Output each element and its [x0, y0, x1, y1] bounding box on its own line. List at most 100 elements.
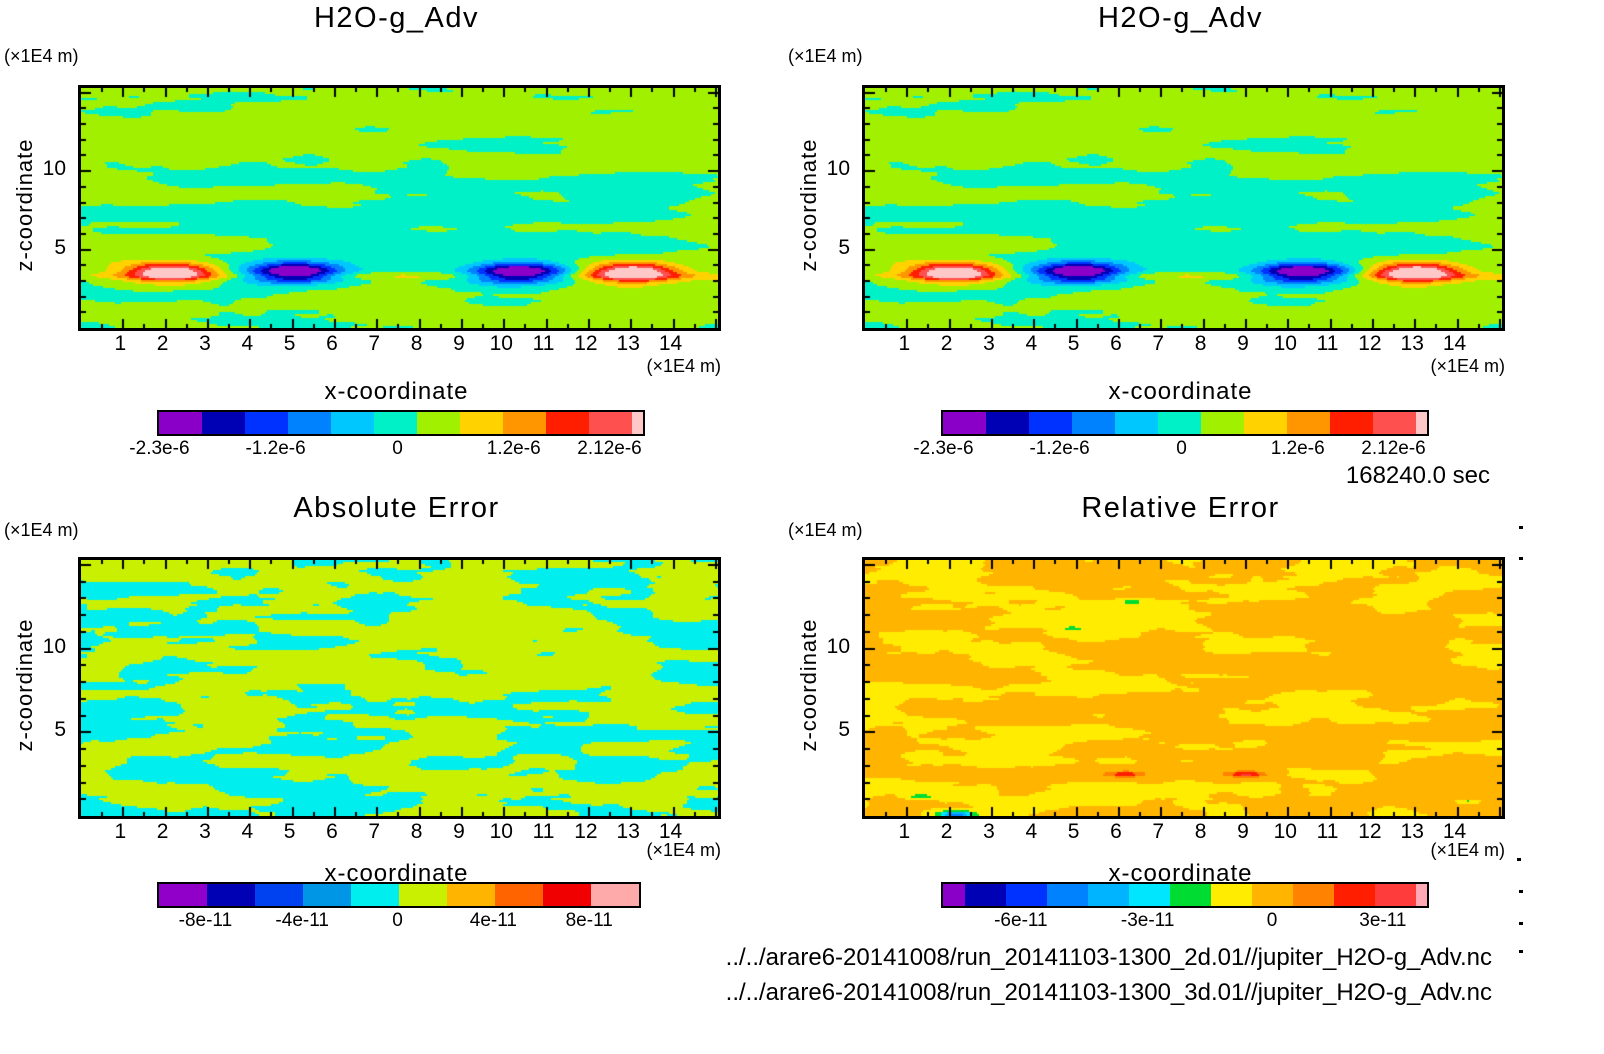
x-tick-label: 11	[532, 820, 555, 843]
panel-relative-error: Relative Error (×1E4 m) z-coordinate 5 10…	[784, 490, 1604, 1054]
x-tick-label: 12	[574, 332, 598, 355]
x-tick-label: 6	[326, 820, 338, 843]
colorbar-segment	[207, 884, 255, 906]
x-tick-labels: 1 2 3 4 5 6 7 8 9 10 11 12 13 14	[78, 820, 715, 844]
x-tick-label: 3	[983, 820, 995, 843]
colorbar	[157, 410, 645, 436]
colorbar-tick-label: -1.2e-6	[245, 438, 306, 459]
x-tick-label: 12	[574, 820, 598, 843]
colorbar-segment	[1287, 412, 1330, 434]
source-file-path-3d: ../../arare6-20141008/run_20141103-1300_…	[725, 979, 1492, 1006]
colorbar-tick-label: 1.2e-6	[1270, 438, 1325, 459]
x-tick-label: 9	[1237, 820, 1249, 843]
colorbar-segment	[1088, 884, 1129, 906]
colorbar-tick-label: 0	[392, 438, 403, 459]
colorbar-segment	[159, 884, 207, 906]
colorbar-tick-label: -6e-11	[994, 910, 1048, 931]
x-tick-label: 4	[1025, 332, 1038, 355]
y-tick-label: 5	[54, 718, 66, 742]
colorbar-segment	[1047, 884, 1088, 906]
x-tick-label: 5	[283, 332, 296, 355]
x-tick-label: 14	[1442, 332, 1467, 355]
colorbar-segment	[1330, 412, 1373, 434]
stray-tick-mark	[1519, 922, 1523, 925]
source-file-path-2d: ../../arare6-20141008/run_20141103-1300_…	[725, 944, 1492, 971]
y-tick-label: 5	[54, 235, 66, 259]
x-tick-label: 10	[489, 332, 513, 355]
colorbar-segment	[303, 884, 351, 906]
colorbar-tick-label: 3e-11	[1359, 910, 1407, 931]
colorbar-segment	[591, 884, 639, 906]
x-axis-unit: (×1E4 m)	[1430, 840, 1505, 860]
x-axis-label: x-coordinate	[324, 378, 469, 405]
stray-tick-mark	[1519, 890, 1523, 893]
y-tick-labels: 5 10	[32, 557, 68, 813]
x-axis-label: x-coordinate	[1108, 378, 1253, 405]
colorbar-segment	[1244, 412, 1287, 434]
colorbar-tick-label: -8e-11	[178, 910, 233, 931]
colorbar-tick-label: 1.2e-6	[486, 438, 541, 459]
colorbar-tick-label: 2.12e-6	[1361, 438, 1426, 459]
x-tick-label: 2	[156, 332, 169, 355]
colorbar-labels: -6e-11 -3e-11 0 3e-11	[941, 910, 1425, 932]
colorbar-segment	[503, 412, 546, 434]
y-axis-unit: (×1E4 m)	[4, 520, 79, 540]
x-tick-label: 9	[1237, 332, 1249, 355]
colorbar-tick-label: 8e-11	[565, 910, 613, 931]
colorbar-segment	[589, 412, 632, 434]
panel-absolute-error: Absolute Error (×1E4 m) z-coordinate 5 10…	[0, 490, 784, 1054]
colorbar-segment	[1072, 412, 1115, 434]
x-tick-label: 13	[616, 332, 640, 355]
colorbar-segment	[1375, 884, 1416, 906]
x-tick-label: 3	[199, 332, 211, 355]
x-tick-label: 8	[410, 820, 423, 843]
y-tick-label: 10	[42, 157, 66, 181]
colorbar-tick-label: -3e-11	[1120, 910, 1175, 931]
colorbar-segment	[943, 884, 965, 906]
contour-heatmap	[78, 85, 721, 331]
colorbar	[157, 882, 641, 908]
colorbar-segment	[460, 412, 503, 434]
x-tick-label: 1	[114, 332, 127, 355]
colorbar-tick-label: 4e-11	[469, 910, 517, 931]
colorbar-segment	[1252, 884, 1293, 906]
x-tick-label: 1	[898, 332, 911, 355]
colorbar-segment	[399, 884, 447, 906]
colorbar-segment	[1373, 412, 1416, 434]
colorbar-segment	[255, 884, 303, 906]
colorbar-segment	[986, 412, 1029, 434]
x-tick-label: 13	[616, 820, 640, 843]
x-tick-label: 2	[940, 332, 953, 355]
x-tick-labels: 1 2 3 4 5 6 7 8 9 10 11 12 13 14	[78, 332, 715, 356]
x-tick-label: 2	[156, 820, 169, 843]
x-tick-label: 1	[114, 820, 127, 843]
x-axis-unit: (×1E4 m)	[646, 356, 721, 376]
y-tick-label: 5	[838, 718, 850, 742]
colorbar-tick-label: 0	[1266, 910, 1278, 931]
x-tick-label: 5	[1067, 332, 1080, 355]
x-tick-label: 8	[1194, 820, 1207, 843]
panel-title: Absolute Error	[293, 492, 500, 524]
y-tick-label: 5	[838, 235, 850, 259]
x-tick-label: 6	[1110, 332, 1122, 355]
colorbar-tick-label: -1.2e-6	[1029, 438, 1090, 459]
x-tick-label: 4	[241, 332, 254, 355]
x-tick-label: 3	[199, 820, 211, 843]
colorbar-segment	[543, 884, 591, 906]
colorbar-labels: -2.3e-6 -1.2e-6 0 1.2e-6 2.12e-6	[913, 438, 1426, 460]
x-tick-label: 5	[283, 820, 296, 843]
colorbar-segment	[159, 412, 202, 434]
x-tick-label: 14	[658, 820, 683, 843]
colorbar-segment	[288, 412, 331, 434]
x-tick-label: 10	[1273, 820, 1297, 843]
colorbar-segment	[546, 412, 589, 434]
x-tick-label: 11	[532, 332, 555, 355]
x-tick-label: 10	[1273, 332, 1297, 355]
colorbar-segment	[1416, 412, 1427, 434]
colorbar-segment	[1334, 884, 1375, 906]
x-tick-label: 12	[1358, 820, 1382, 843]
colorbar-labels: -2.3e-6 -1.2e-6 0 1.2e-6 2.12e-6	[129, 438, 641, 460]
x-tick-label: 2	[940, 820, 953, 843]
